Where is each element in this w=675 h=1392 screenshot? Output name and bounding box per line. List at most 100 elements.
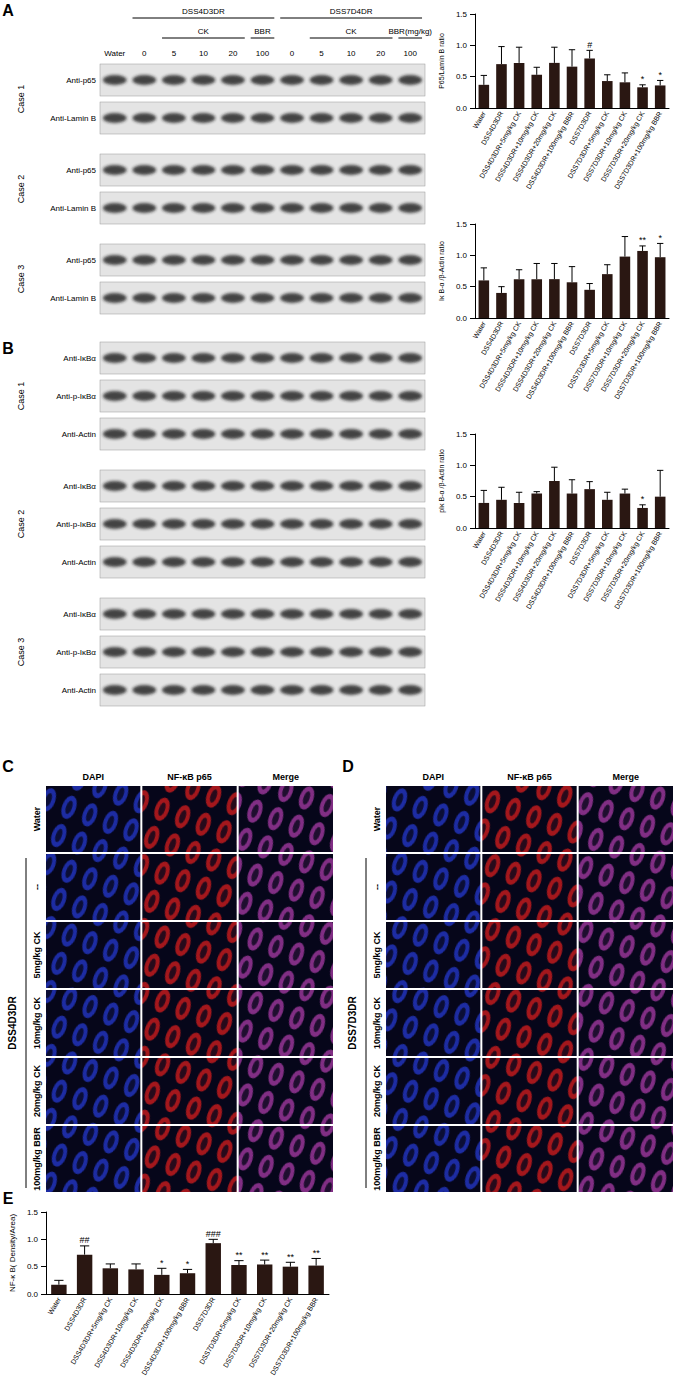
svg-text:0.5: 0.5 (456, 492, 468, 501)
svg-text:DSS7D3DR: DSS7D3DR (192, 1296, 217, 1332)
svg-text:DAPI: DAPI (82, 772, 104, 782)
svg-text:Anti-p65: Anti-p65 (66, 76, 96, 85)
svg-text:100mg/kg BBR: 100mg/kg BBR (32, 1127, 42, 1191)
svg-text:Water: Water (372, 806, 382, 831)
svg-text:Merge: Merge (613, 772, 640, 782)
svg-text:0.5: 0.5 (27, 1262, 39, 1271)
svg-text:##: ## (80, 1235, 90, 1245)
svg-text:Water: Water (472, 110, 488, 130)
svg-text:0.5: 0.5 (456, 72, 468, 81)
svg-text:Case 1: Case 1 (16, 382, 26, 411)
svg-text:BBR(mg/kg): BBR(mg/kg) (388, 27, 432, 36)
svg-text:DSS7D4DR: DSS7D4DR (330, 7, 373, 16)
svg-text:**: ** (235, 1250, 243, 1260)
svg-text:DSS7D3DR+100mg/kg BBR: DSS7D3DR+100mg/kg BBR (613, 320, 664, 400)
svg-text:NF-κB p65: NF-κB p65 (507, 772, 552, 782)
svg-text:**: ** (639, 235, 647, 245)
svg-text:1.0: 1.0 (456, 461, 468, 470)
svg-text:0.0: 0.0 (456, 104, 468, 113)
svg-text:Anti-p-IκBα: Anti-p-IκBα (56, 520, 96, 529)
svg-text:BBR: BBR (254, 27, 271, 36)
svg-text:Anti-p-IκBα: Anti-p-IκBα (56, 648, 96, 657)
svg-text:NF-κB p65: NF-κB p65 (167, 772, 212, 782)
svg-text:Anti-p-IκBα: Anti-p-IκBα (56, 392, 96, 401)
svg-text:1.0: 1.0 (27, 1235, 39, 1244)
svg-text:Water: Water (472, 530, 488, 550)
svg-text:Case 2: Case 2 (16, 510, 26, 539)
svg-text:20: 20 (376, 49, 385, 58)
svg-text:10: 10 (347, 49, 356, 58)
svg-text:*: * (641, 494, 645, 504)
svg-text:*: * (186, 1259, 190, 1269)
svg-text:DSS7D3DR+100mg/kg BBR: DSS7D3DR+100mg/kg BBR (613, 530, 664, 610)
svg-text:0.0: 0.0 (456, 314, 468, 323)
svg-text:DSS7D3DR+100mg/kg BBR: DSS7D3DR+100mg/kg BBR (613, 110, 664, 190)
svg-text:1.5: 1.5 (456, 220, 468, 229)
svg-text:--: -- (372, 884, 382, 890)
svg-text:DSS7D3DR+10mg/kg CK: DSS7D3DR+10mg/kg CK (222, 1296, 269, 1369)
svg-text:DSS4D3DR: DSS4D3DR (182, 7, 225, 16)
svg-text:A: A (2, 2, 14, 19)
svg-text:Anti-IκBα: Anti-IκBα (63, 354, 96, 363)
svg-text:Anti-Actin: Anti-Actin (62, 686, 96, 695)
svg-text:Water: Water (47, 1296, 63, 1316)
svg-text:100: 100 (404, 49, 418, 58)
svg-text:D: D (342, 758, 354, 775)
svg-text:0: 0 (290, 49, 295, 58)
svg-text:Anti-Lamin B: Anti-Lamin B (50, 204, 96, 213)
svg-text:Iκ B-α /β-Actin ratio: Iκ B-α /β-Actin ratio (438, 241, 446, 301)
svg-text:10mg/kg CK: 10mg/kg CK (32, 996, 42, 1049)
svg-text:Water: Water (472, 320, 488, 340)
svg-text:DSS7D3DR+20mg/kg CK: DSS7D3DR+20mg/kg CK (247, 1296, 294, 1369)
svg-text:0: 0 (142, 49, 147, 58)
svg-text:DSS4D3DR+100mg/kg BBR: DSS4D3DR+100mg/kg BBR (525, 110, 576, 190)
svg-text:pIκ B-α /β-Actin ratio: pIκ B-α /β-Actin ratio (438, 449, 446, 513)
svg-text:DSS4D3DR+100mg/kg BBR: DSS4D3DR+100mg/kg BBR (525, 530, 576, 610)
svg-text:*: * (658, 70, 662, 80)
svg-text:B: B (2, 340, 14, 357)
svg-text:*: * (160, 1258, 164, 1268)
svg-text:1.0: 1.0 (456, 251, 468, 260)
svg-text:E: E (3, 1190, 14, 1207)
svg-text:DSS7D3DR: DSS7D3DR (347, 996, 358, 1050)
svg-text:DSS4D3DR+100mg/kg BBR: DSS4D3DR+100mg/kg BBR (525, 320, 576, 400)
svg-text:1.5: 1.5 (27, 1208, 39, 1217)
svg-text:1.0: 1.0 (456, 41, 468, 50)
svg-text:Anti-p65: Anti-p65 (66, 256, 96, 265)
svg-text:DSS4D3DR+100mg/kg BBR: DSS4D3DR+100mg/kg BBR (140, 1296, 191, 1376)
svg-text:**: ** (313, 1248, 321, 1258)
svg-text:5mg/kg CK: 5mg/kg CK (372, 931, 382, 979)
svg-text:Merge: Merge (273, 772, 300, 782)
svg-text:Anti-Lamin B: Anti-Lamin B (50, 294, 96, 303)
svg-text:#: # (587, 40, 592, 50)
svg-text:0.5: 0.5 (456, 282, 468, 291)
svg-text:Anti-IκBα: Anti-IκBα (63, 610, 96, 619)
svg-text:DSS4D3DR+5mg/kg CK: DSS4D3DR+5mg/kg CK (69, 1296, 114, 1366)
svg-text:100: 100 (256, 49, 270, 58)
svg-text:Anti-IκBα: Anti-IκBα (63, 482, 96, 491)
svg-text:*: * (658, 233, 662, 243)
svg-text:20mg/kg CK: 20mg/kg CK (372, 1064, 382, 1117)
svg-text:DAPI: DAPI (422, 772, 444, 782)
svg-text:Anti-Actin: Anti-Actin (62, 558, 96, 567)
svg-text:10mg/kg CK: 10mg/kg CK (372, 996, 382, 1049)
svg-text:0.0: 0.0 (456, 524, 468, 533)
svg-text:**: ** (287, 1252, 295, 1262)
svg-text:1.5: 1.5 (456, 430, 468, 439)
svg-text:Case 1: Case 1 (16, 85, 26, 114)
svg-text:C: C (2, 758, 14, 775)
svg-text:Water: Water (32, 806, 42, 831)
svg-text:DSS7D3DR+5mg/kg CK: DSS7D3DR+5mg/kg CK (198, 1296, 243, 1366)
svg-text:--: -- (32, 884, 42, 890)
svg-text:DSS7D3DR+100mg/kg BBR: DSS7D3DR+100mg/kg BBR (269, 1296, 320, 1376)
svg-text:###: ### (206, 1229, 221, 1239)
svg-text:10: 10 (199, 49, 208, 58)
svg-text:5: 5 (172, 49, 177, 58)
svg-text:100mg/kg BBR: 100mg/kg BBR (372, 1127, 382, 1191)
svg-text:DSS4D3DR+20mg/kg CK: DSS4D3DR+20mg/kg CK (119, 1296, 166, 1369)
svg-text:CK: CK (346, 27, 358, 36)
svg-text:20mg/kg CK: 20mg/kg CK (32, 1064, 42, 1117)
svg-text:Water: Water (104, 49, 125, 58)
svg-text:20: 20 (229, 49, 238, 58)
svg-text:Anti-p65: Anti-p65 (66, 166, 96, 175)
